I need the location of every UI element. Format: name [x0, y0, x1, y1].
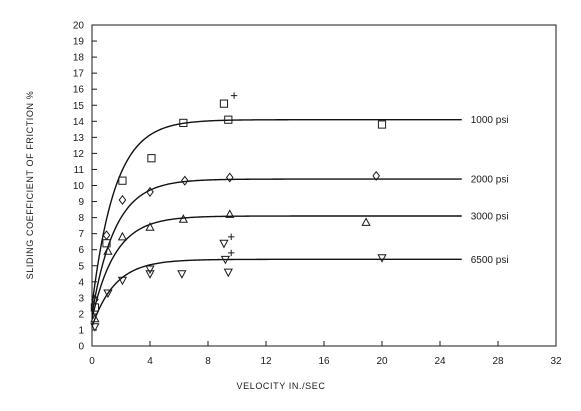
y-tick-label: 13: [73, 133, 85, 144]
y-tick-label: 3: [78, 293, 84, 304]
data-point-triangle-down: [219, 239, 229, 249]
y-tick-label: 11: [74, 165, 85, 176]
x-tick-label: 8: [205, 356, 211, 367]
data-point-triangle-up: [361, 217, 371, 226]
y-tick-label: 0: [78, 342, 84, 353]
data-point-diamond: [102, 230, 111, 241]
data-point-triangle-up: [90, 313, 100, 323]
series-label: 6500 psi: [471, 255, 509, 266]
y-tick-label: 8: [78, 213, 84, 224]
x-tick-label: 12: [260, 356, 272, 367]
y-tick-label: 9: [78, 197, 84, 208]
x-tick-label: 24: [434, 356, 446, 367]
fit-curve-3000-psi: [91, 215, 462, 319]
y-tick-label: 7: [78, 229, 84, 240]
x-tick-label: 16: [318, 356, 330, 367]
x-tick-label: 4: [147, 356, 153, 367]
data-point-triangle-up: [117, 231, 128, 241]
data-point-plus: [228, 249, 235, 257]
series-label: 1000 psi: [471, 115, 509, 126]
data-point-square: [219, 99, 229, 108]
y-tick-label: 12: [73, 149, 85, 160]
y-tick-label: 20: [73, 21, 85, 32]
y-tick-label: 17: [73, 69, 85, 80]
data-point-square: [118, 176, 127, 185]
y-tick-label: 19: [73, 37, 85, 48]
fit-curves: [91, 119, 462, 327]
data-point-triangle-down: [90, 323, 100, 332]
data-point-square: [147, 154, 156, 163]
data-point-triangle-down: [220, 255, 231, 265]
y-tick-label: 10: [73, 181, 85, 192]
data-points: [90, 92, 387, 332]
data-point-triangle-down: [103, 289, 113, 299]
y-tick-label: 14: [73, 117, 85, 128]
fit-curve-6500-psi: [91, 258, 462, 327]
data-point-triangle-down: [177, 270, 187, 279]
y-tick-label: 1: [78, 325, 84, 336]
series-label: 3000 psi: [471, 211, 509, 222]
data-point-diamond: [146, 186, 154, 197]
data-point-plus: [228, 233, 235, 241]
y-tick-label: 5: [78, 261, 84, 272]
data-point-diamond: [225, 172, 234, 183]
x-tick-label: 20: [376, 356, 388, 367]
data-point-triangle-up: [145, 222, 155, 231]
data-point-triangle-down: [145, 265, 155, 275]
x-axis-title: VELOCITY IN./SEC: [237, 381, 326, 391]
data-point-diamond: [118, 194, 127, 205]
data-point-triangle-down: [117, 276, 128, 286]
data-point-triangle-down: [145, 270, 155, 279]
y-tick-label: 6: [78, 245, 84, 256]
data-point-diamond: [372, 170, 381, 181]
data-point-square: [377, 120, 387, 129]
y-tick-label: 4: [78, 277, 84, 288]
series-labels: 1000 psi 2000 psi 3000 psi 6500 psi: [471, 115, 509, 266]
data-point-diamond: [91, 294, 99, 305]
y-tick-label: 2: [78, 309, 84, 320]
data-point-square: [224, 115, 233, 124]
x-tick-label: 32: [550, 356, 562, 367]
data-point-diamond: [180, 175, 189, 186]
series-label: 2000 psi: [471, 175, 509, 186]
y-tick-label: 16: [73, 85, 85, 96]
y-tick-label: 15: [73, 101, 85, 112]
data-point-triangle-up: [178, 214, 188, 223]
data-point-triangle-down: [377, 254, 387, 263]
fit-curve-1000-psi: [91, 119, 462, 306]
x-tick-label: 28: [492, 356, 504, 367]
x-tick-label: 0: [89, 356, 95, 367]
data-point-square: [179, 118, 188, 128]
data-point-triangle-down: [223, 268, 233, 278]
data-point-triangle-up: [103, 246, 113, 255]
data-point-plus: [230, 92, 238, 99]
data-point-triangle-up: [225, 209, 235, 218]
y-axis-title: SLIDING COEFFICIENT OF FRICTION %: [25, 91, 35, 280]
fit-curve-2000-psi: [91, 178, 462, 315]
y-tick-label: 18: [73, 53, 85, 64]
